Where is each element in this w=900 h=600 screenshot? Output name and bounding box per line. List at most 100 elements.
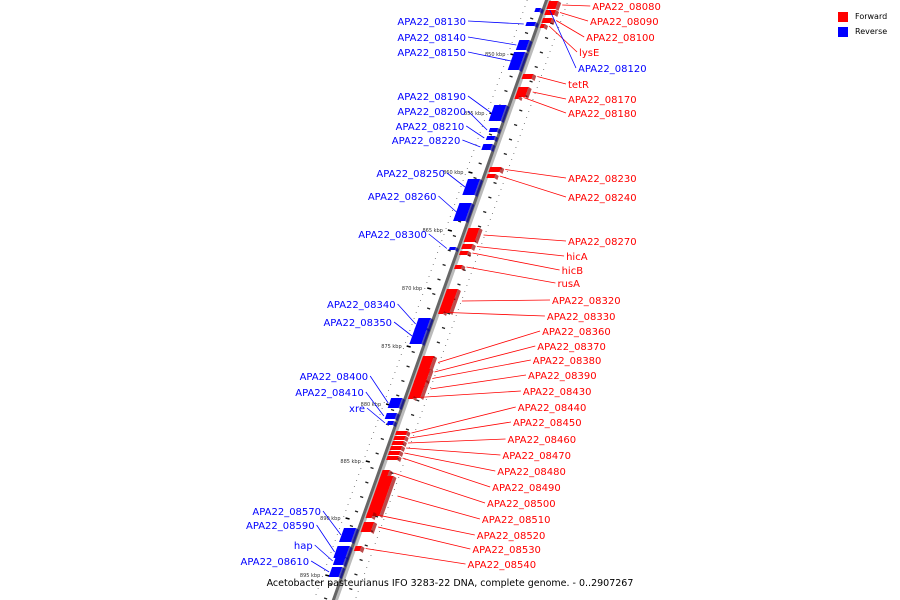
reverse-gene-label: APA22_08120 xyxy=(578,64,647,75)
reverse-gene-edge xyxy=(454,247,459,252)
guide-dot xyxy=(473,150,475,151)
guide-dot xyxy=(509,165,511,166)
guide-dot xyxy=(474,261,476,262)
reverse-gene-edge xyxy=(421,328,431,346)
guide-dot xyxy=(428,276,430,277)
minor-tick-left xyxy=(509,75,513,78)
guide-dot xyxy=(545,63,547,64)
tick-label: 890 kbp xyxy=(320,516,340,522)
reverse-gene xyxy=(328,567,343,577)
forward-gene-label: APA22_08470 xyxy=(502,451,571,462)
minor-tick-left xyxy=(432,292,436,296)
forward-gene xyxy=(386,456,399,460)
guide-dot xyxy=(496,84,498,85)
minor-tick-right xyxy=(364,544,368,547)
major-tick xyxy=(468,171,473,174)
minor-tick-left xyxy=(473,176,477,180)
guide-dot xyxy=(351,492,353,493)
forward-gene xyxy=(539,24,546,28)
guide-dot xyxy=(432,381,434,382)
forward-gene-label: APA22_08490 xyxy=(492,483,561,494)
forward-gene-label: APA22_08520 xyxy=(477,531,546,542)
guide-dot xyxy=(332,546,334,547)
minor-tick-right xyxy=(441,326,446,330)
guide-dot xyxy=(500,189,502,190)
guide-dot xyxy=(494,90,496,91)
forward-gene xyxy=(454,265,463,269)
forward-gene xyxy=(389,446,403,450)
forward-gene xyxy=(391,441,404,445)
tick-label: 870 kbp xyxy=(402,286,422,292)
minor-tick-right xyxy=(488,196,492,199)
guide-dot xyxy=(423,405,425,406)
guide-dot xyxy=(370,438,372,439)
reverse-gene xyxy=(339,528,356,542)
guide-dot xyxy=(549,51,551,52)
forward-gene-edge xyxy=(370,522,378,534)
forward-leader xyxy=(483,234,567,242)
reverse-gene-edge xyxy=(345,546,353,560)
minor-tick-left xyxy=(359,495,364,499)
forward-gene xyxy=(360,522,375,532)
guide-dot xyxy=(377,420,379,421)
guide-dot xyxy=(379,531,380,532)
minor-tick-left xyxy=(447,249,451,252)
guide-dot xyxy=(511,42,513,43)
guide-dot xyxy=(558,27,560,28)
guide-dot xyxy=(526,0,528,1)
guide-dot xyxy=(443,234,445,235)
guide-dot xyxy=(362,462,364,463)
guide-dot xyxy=(357,591,359,592)
guide-dot xyxy=(353,486,355,487)
guide-dot xyxy=(425,399,427,400)
guide-dot xyxy=(543,69,545,70)
minor-tick-left xyxy=(390,408,395,412)
guide-dot xyxy=(471,156,473,157)
guide-dot xyxy=(451,327,453,328)
guide-dot xyxy=(400,354,402,355)
guide-dot xyxy=(359,585,361,586)
forward-gene-label: APA22_08480 xyxy=(497,467,566,478)
guide-dot xyxy=(526,117,528,118)
forward-leader xyxy=(476,246,565,257)
forward-gene-edge xyxy=(494,174,499,180)
minor-tick-right xyxy=(513,123,518,127)
guide-dot xyxy=(376,537,378,538)
guide-dot xyxy=(349,498,351,499)
forward-gene xyxy=(521,74,534,79)
reverse-gene xyxy=(462,179,480,195)
backbone-line xyxy=(331,0,549,600)
forward-gene-label: APA22_08390 xyxy=(528,371,597,382)
forward-leader xyxy=(393,472,486,504)
reverse-gene-edge xyxy=(500,105,510,123)
forward-leader xyxy=(523,97,567,114)
guide-dot xyxy=(366,567,368,568)
guide-dot xyxy=(396,366,398,367)
guide-dot xyxy=(426,282,428,283)
minor-tick-left xyxy=(457,220,462,223)
guide-dot xyxy=(475,144,477,145)
forward-gene-edge xyxy=(499,167,505,174)
forward-gene-label: APA22_08510 xyxy=(482,515,551,526)
guide-dot xyxy=(464,291,466,292)
guide-dot xyxy=(509,48,511,49)
reverse-gene-label: APA22_08570 xyxy=(252,507,321,518)
reverse-gene xyxy=(534,8,541,12)
minor-tick-left xyxy=(380,437,385,441)
forward-leader xyxy=(378,526,471,550)
guide-dot xyxy=(485,231,487,232)
forward-gene-label: APA22_08530 xyxy=(472,545,541,556)
guide-dot xyxy=(356,480,358,481)
guide-dot xyxy=(381,525,383,526)
forward-leader xyxy=(562,4,591,7)
forward-leader xyxy=(537,76,567,85)
forward-gene-label: APA22_08440 xyxy=(518,403,587,414)
legend-reverse: Reverse xyxy=(838,24,887,39)
forward-leader xyxy=(404,452,496,472)
forward-leader xyxy=(365,548,466,565)
guide-dot xyxy=(511,159,513,160)
forward-gene-label: hicA xyxy=(566,252,588,263)
forward-leader xyxy=(499,175,567,198)
guide-dot xyxy=(319,582,321,583)
reverse-gene xyxy=(515,40,530,50)
